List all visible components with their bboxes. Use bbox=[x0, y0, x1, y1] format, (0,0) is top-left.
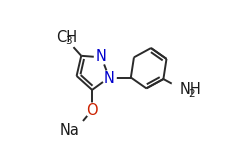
Circle shape bbox=[70, 122, 84, 136]
Circle shape bbox=[171, 79, 190, 98]
Text: N: N bbox=[104, 71, 114, 86]
Circle shape bbox=[174, 81, 187, 95]
Circle shape bbox=[102, 71, 116, 84]
Circle shape bbox=[94, 50, 108, 64]
Text: N: N bbox=[96, 49, 107, 64]
Circle shape bbox=[59, 32, 76, 49]
Circle shape bbox=[67, 119, 86, 138]
Text: CH: CH bbox=[56, 30, 78, 45]
Text: O: O bbox=[86, 103, 98, 118]
Text: 2: 2 bbox=[188, 89, 195, 99]
Circle shape bbox=[85, 103, 99, 117]
Circle shape bbox=[60, 33, 74, 47]
Text: NH: NH bbox=[180, 82, 201, 97]
Text: Na: Na bbox=[60, 124, 80, 138]
Text: 3: 3 bbox=[65, 36, 72, 46]
